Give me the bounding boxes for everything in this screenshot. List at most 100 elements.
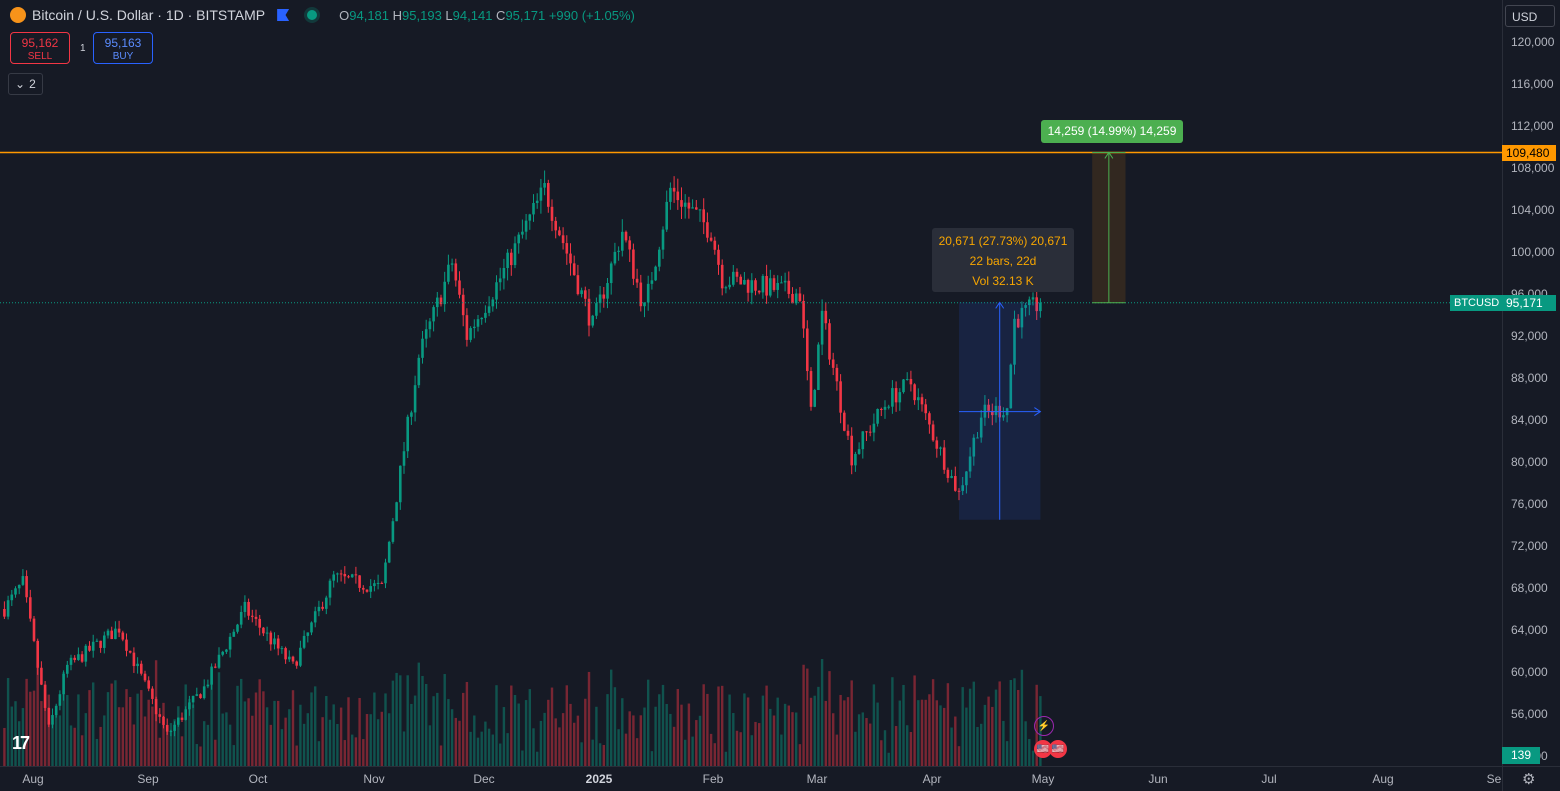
volume-bar (972, 681, 975, 766)
volume-bar (151, 706, 154, 766)
volume-bar (199, 746, 202, 766)
candle-body (66, 664, 69, 674)
volume-bar (236, 685, 239, 766)
candle-body (547, 183, 550, 207)
chart-area[interactable]: Bitcoin / U.S. Dollar · 1D · BITSTAMP O9… (0, 0, 1504, 766)
volume-bar (746, 697, 750, 766)
candle-body (221, 651, 224, 655)
candle-body (99, 640, 102, 648)
candle-body (228, 636, 232, 650)
volume-bar (639, 715, 642, 766)
candle-body (354, 574, 358, 576)
candle-body (683, 202, 687, 207)
candle-body (3, 609, 6, 617)
volume-bar (132, 724, 136, 766)
candle-body (399, 465, 402, 503)
volume-bar (73, 727, 76, 766)
candle-body (968, 456, 972, 472)
lightning-event-icon[interactable]: ⚡ (1034, 716, 1054, 736)
volume-bar (421, 675, 424, 766)
volume-bar (469, 731, 472, 766)
volume-bar (876, 702, 879, 766)
volume-bar (428, 725, 432, 766)
buy-button[interactable]: 95,163 BUY (93, 32, 153, 64)
candle-body (143, 673, 147, 681)
volume-bar (576, 715, 580, 766)
us-economic-event-icon[interactable]: 🇺🇸 (1049, 740, 1067, 758)
us-event-icon[interactable]: 🇺🇸 (1034, 740, 1052, 758)
candle-body (239, 611, 243, 625)
candle-body (140, 663, 143, 674)
candle-body (321, 606, 324, 609)
price-tick-label: 108,000 (1511, 161, 1555, 175)
candle-body (665, 201, 668, 230)
time-axis[interactable]: Aug Sep Oct Nov Dec 2025 Feb Mar Apr May Jun Jul Aug… (0, 766, 1502, 791)
price-axis[interactable]: 120,000 116,000 112,000 108,000 104,000 100,0… (1502, 0, 1560, 766)
volume-bar (698, 715, 702, 766)
candle-body (628, 240, 631, 250)
volume-bar (569, 703, 572, 766)
volume-bar (369, 714, 372, 766)
volume-bar (961, 687, 964, 766)
volume-bar (195, 744, 198, 766)
candle-body (84, 645, 88, 662)
volume-bar (265, 707, 269, 766)
spread-value: 1 (80, 43, 86, 54)
volume-bar (66, 695, 69, 766)
candle-body (794, 293, 798, 304)
volume-bar (136, 693, 139, 766)
buy-label: BUY (112, 51, 134, 62)
candle-body (646, 283, 650, 303)
volume-bar (439, 745, 443, 766)
candle-body (632, 249, 635, 279)
candle-body (791, 293, 794, 304)
candle-body (162, 716, 165, 725)
time-tick-label: Jul (1261, 772, 1277, 786)
settings-icon[interactable]: ⚙ (1522, 771, 1536, 788)
volume-bar (632, 715, 635, 766)
volume-bar (1009, 679, 1012, 766)
candle-body (206, 684, 210, 687)
volume-bar (857, 714, 861, 766)
candle-body (580, 290, 583, 295)
candle-body (598, 294, 602, 304)
candle-body (669, 187, 672, 202)
candle-body (51, 715, 54, 725)
candle-body (225, 649, 228, 652)
volume-bar (129, 697, 132, 766)
volume-bar (358, 697, 361, 766)
candle-body (350, 574, 354, 578)
volume-bar (806, 668, 809, 766)
volume-bar (1020, 669, 1024, 766)
candle-body (447, 264, 450, 282)
candle-body (406, 416, 409, 452)
candle-body (924, 404, 927, 414)
volume-bar (443, 674, 446, 766)
candle-body (987, 404, 990, 411)
indicators-toggle[interactable]: ⌄ 2 (8, 73, 43, 95)
currency-selector[interactable]: USD (1505, 5, 1555, 27)
candle-body (909, 378, 913, 385)
candle-body (558, 230, 561, 236)
price-tick-label: 84,000 (1511, 413, 1548, 427)
candle-body (154, 698, 158, 715)
tradingview-logo[interactable]: 17 (12, 733, 30, 753)
volume-bar (865, 718, 868, 766)
candle-body (436, 297, 439, 308)
candle-body (510, 252, 513, 266)
chart-header: Bitcoin / U.S. Dollar · 1D · BITSTAMP O9… (10, 7, 635, 23)
sell-button[interactable]: 95,162 SELL (10, 32, 70, 64)
candle-body (310, 622, 313, 633)
volume-bar (869, 723, 872, 766)
flag-icon[interactable] (277, 9, 290, 21)
candle-body (384, 562, 387, 584)
volume-bar (169, 723, 173, 766)
volume-bar (832, 713, 835, 766)
symbol-title[interactable]: Bitcoin / U.S. Dollar · 1D · BITSTAMP (32, 7, 266, 23)
volume-bar (661, 684, 665, 766)
candle-body (942, 447, 946, 470)
candle-body (10, 594, 14, 601)
candle-body (806, 328, 809, 372)
volume-bar (365, 714, 369, 766)
candle-body (269, 632, 273, 645)
